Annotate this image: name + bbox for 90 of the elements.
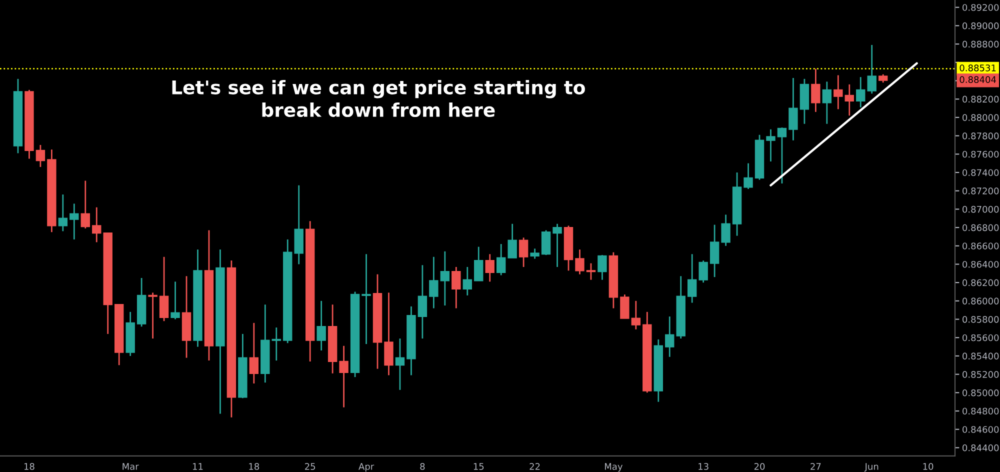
- candlestick: [710, 224, 720, 278]
- candlestick: [362, 253, 371, 345]
- x-tick-label: 8: [420, 463, 425, 470]
- y-tick-label: 0.84600: [962, 426, 999, 433]
- x-tick-label: 11: [192, 463, 203, 470]
- y-tick-label: 0.87800: [962, 132, 999, 140]
- candlestick: [462, 266, 472, 296]
- candlestick: [530, 248, 540, 260]
- y-tick-label: 0.85400: [962, 352, 999, 360]
- candlestick: [418, 264, 428, 340]
- y-tick-label: 0.85800: [962, 316, 999, 323]
- y-tick-label: 0.86200: [962, 279, 999, 286]
- candlestick: [92, 206, 102, 243]
- candlestick: [429, 256, 438, 309]
- annotation: Let's see if we can get price starting to break down from here: [172, 80, 585, 118]
- x-tick-label: 27: [810, 463, 821, 470]
- candlestick: [777, 126, 787, 184]
- x-tick-label: 10: [923, 463, 934, 470]
- candlestick: [474, 246, 484, 282]
- y-tick-label: 0.87000: [962, 206, 999, 213]
- x-tick-label: 13: [698, 463, 708, 470]
- y-tick-label: 0.85000: [962, 389, 999, 396]
- candlestick: [856, 76, 866, 108]
- candlestick: [698, 260, 708, 284]
- candlestick: [575, 248, 584, 275]
- candlestick: [744, 162, 753, 190]
- candlestick: [665, 316, 674, 358]
- y-tick-label: 0.87400: [962, 169, 999, 176]
- y-tick-label: 0.85600: [962, 334, 999, 342]
- candlestick: [508, 223, 517, 258]
- candlestick: [70, 202, 79, 240]
- candlestick: [631, 300, 641, 330]
- y-tick-label: 0.85200: [962, 371, 999, 378]
- candlestick: [148, 292, 158, 340]
- candlestick: [552, 223, 562, 268]
- x-tick-label: Jun: [864, 463, 878, 472]
- y-tick-label: 0.88200: [962, 96, 999, 103]
- candlestick: [766, 128, 776, 162]
- candlestick: [58, 194, 68, 232]
- candlestick: [36, 144, 46, 168]
- candlestick: [811, 68, 820, 113]
- candlestick: [586, 262, 596, 281]
- y-tick-label: 0.86000: [962, 298, 999, 304]
- candlestick: [518, 236, 528, 268]
- candlestick: [294, 184, 304, 265]
- candlestick: [541, 230, 551, 256]
- candlestick: [159, 256, 169, 322]
- y-tick-label: 0.89200: [962, 4, 999, 11]
- annotation: 0.88404: [960, 76, 996, 83]
- candlestick: [844, 84, 854, 116]
- candlestick: [316, 300, 326, 352]
- candlestick: [485, 253, 494, 282]
- candlestick: [249, 322, 259, 384]
- y-tick-label: 0.86400: [962, 260, 999, 268]
- x-tick-label: 18: [24, 463, 34, 470]
- x-tick-label: 18: [249, 463, 260, 470]
- ref-line-label: 0.88531: [960, 64, 996, 72]
- x-tick-label: 22: [530, 463, 540, 470]
- x-tick-label: Mar: [122, 463, 139, 470]
- candlestick: [822, 80, 832, 125]
- candlestick: [452, 266, 461, 309]
- y-tick-label: 0.86600: [962, 242, 999, 250]
- candlestick: [384, 292, 394, 376]
- candlestick: [395, 338, 405, 391]
- y-tick-label: 0.87200: [962, 188, 999, 194]
- x-tick-label: 25: [305, 463, 316, 470]
- y-tick-label: 0.84400: [962, 444, 999, 452]
- candlestick: [440, 250, 450, 306]
- candlestick: [272, 326, 281, 362]
- y-tick-label: 0.88000: [962, 114, 999, 121]
- candlestick: [788, 77, 798, 142]
- candlestick: [339, 345, 348, 408]
- y-tick-label: 0.89000: [962, 22, 999, 30]
- candlestick: [721, 214, 730, 247]
- x-tick-label: May: [605, 463, 623, 472]
- candlestick: [598, 254, 607, 281]
- x-tick-label: 20: [754, 463, 765, 470]
- y-tick-label: 0.88800: [962, 40, 999, 48]
- x-tick-label: 15: [474, 463, 484, 470]
- x-tick-label: Apr: [358, 463, 374, 472]
- candlestick: [620, 294, 630, 320]
- candlestick: [170, 280, 180, 320]
- y-tick-label: 0.86800: [962, 224, 999, 232]
- y-tick-label: 0.84800: [962, 408, 999, 415]
- candlestick: [80, 180, 90, 230]
- y-tick-label: 0.87600: [962, 150, 999, 158]
- candlestick: [834, 74, 843, 110]
- candlestick: [496, 243, 506, 276]
- candlestick: [867, 44, 876, 94]
- candlestick: [687, 253, 697, 304]
